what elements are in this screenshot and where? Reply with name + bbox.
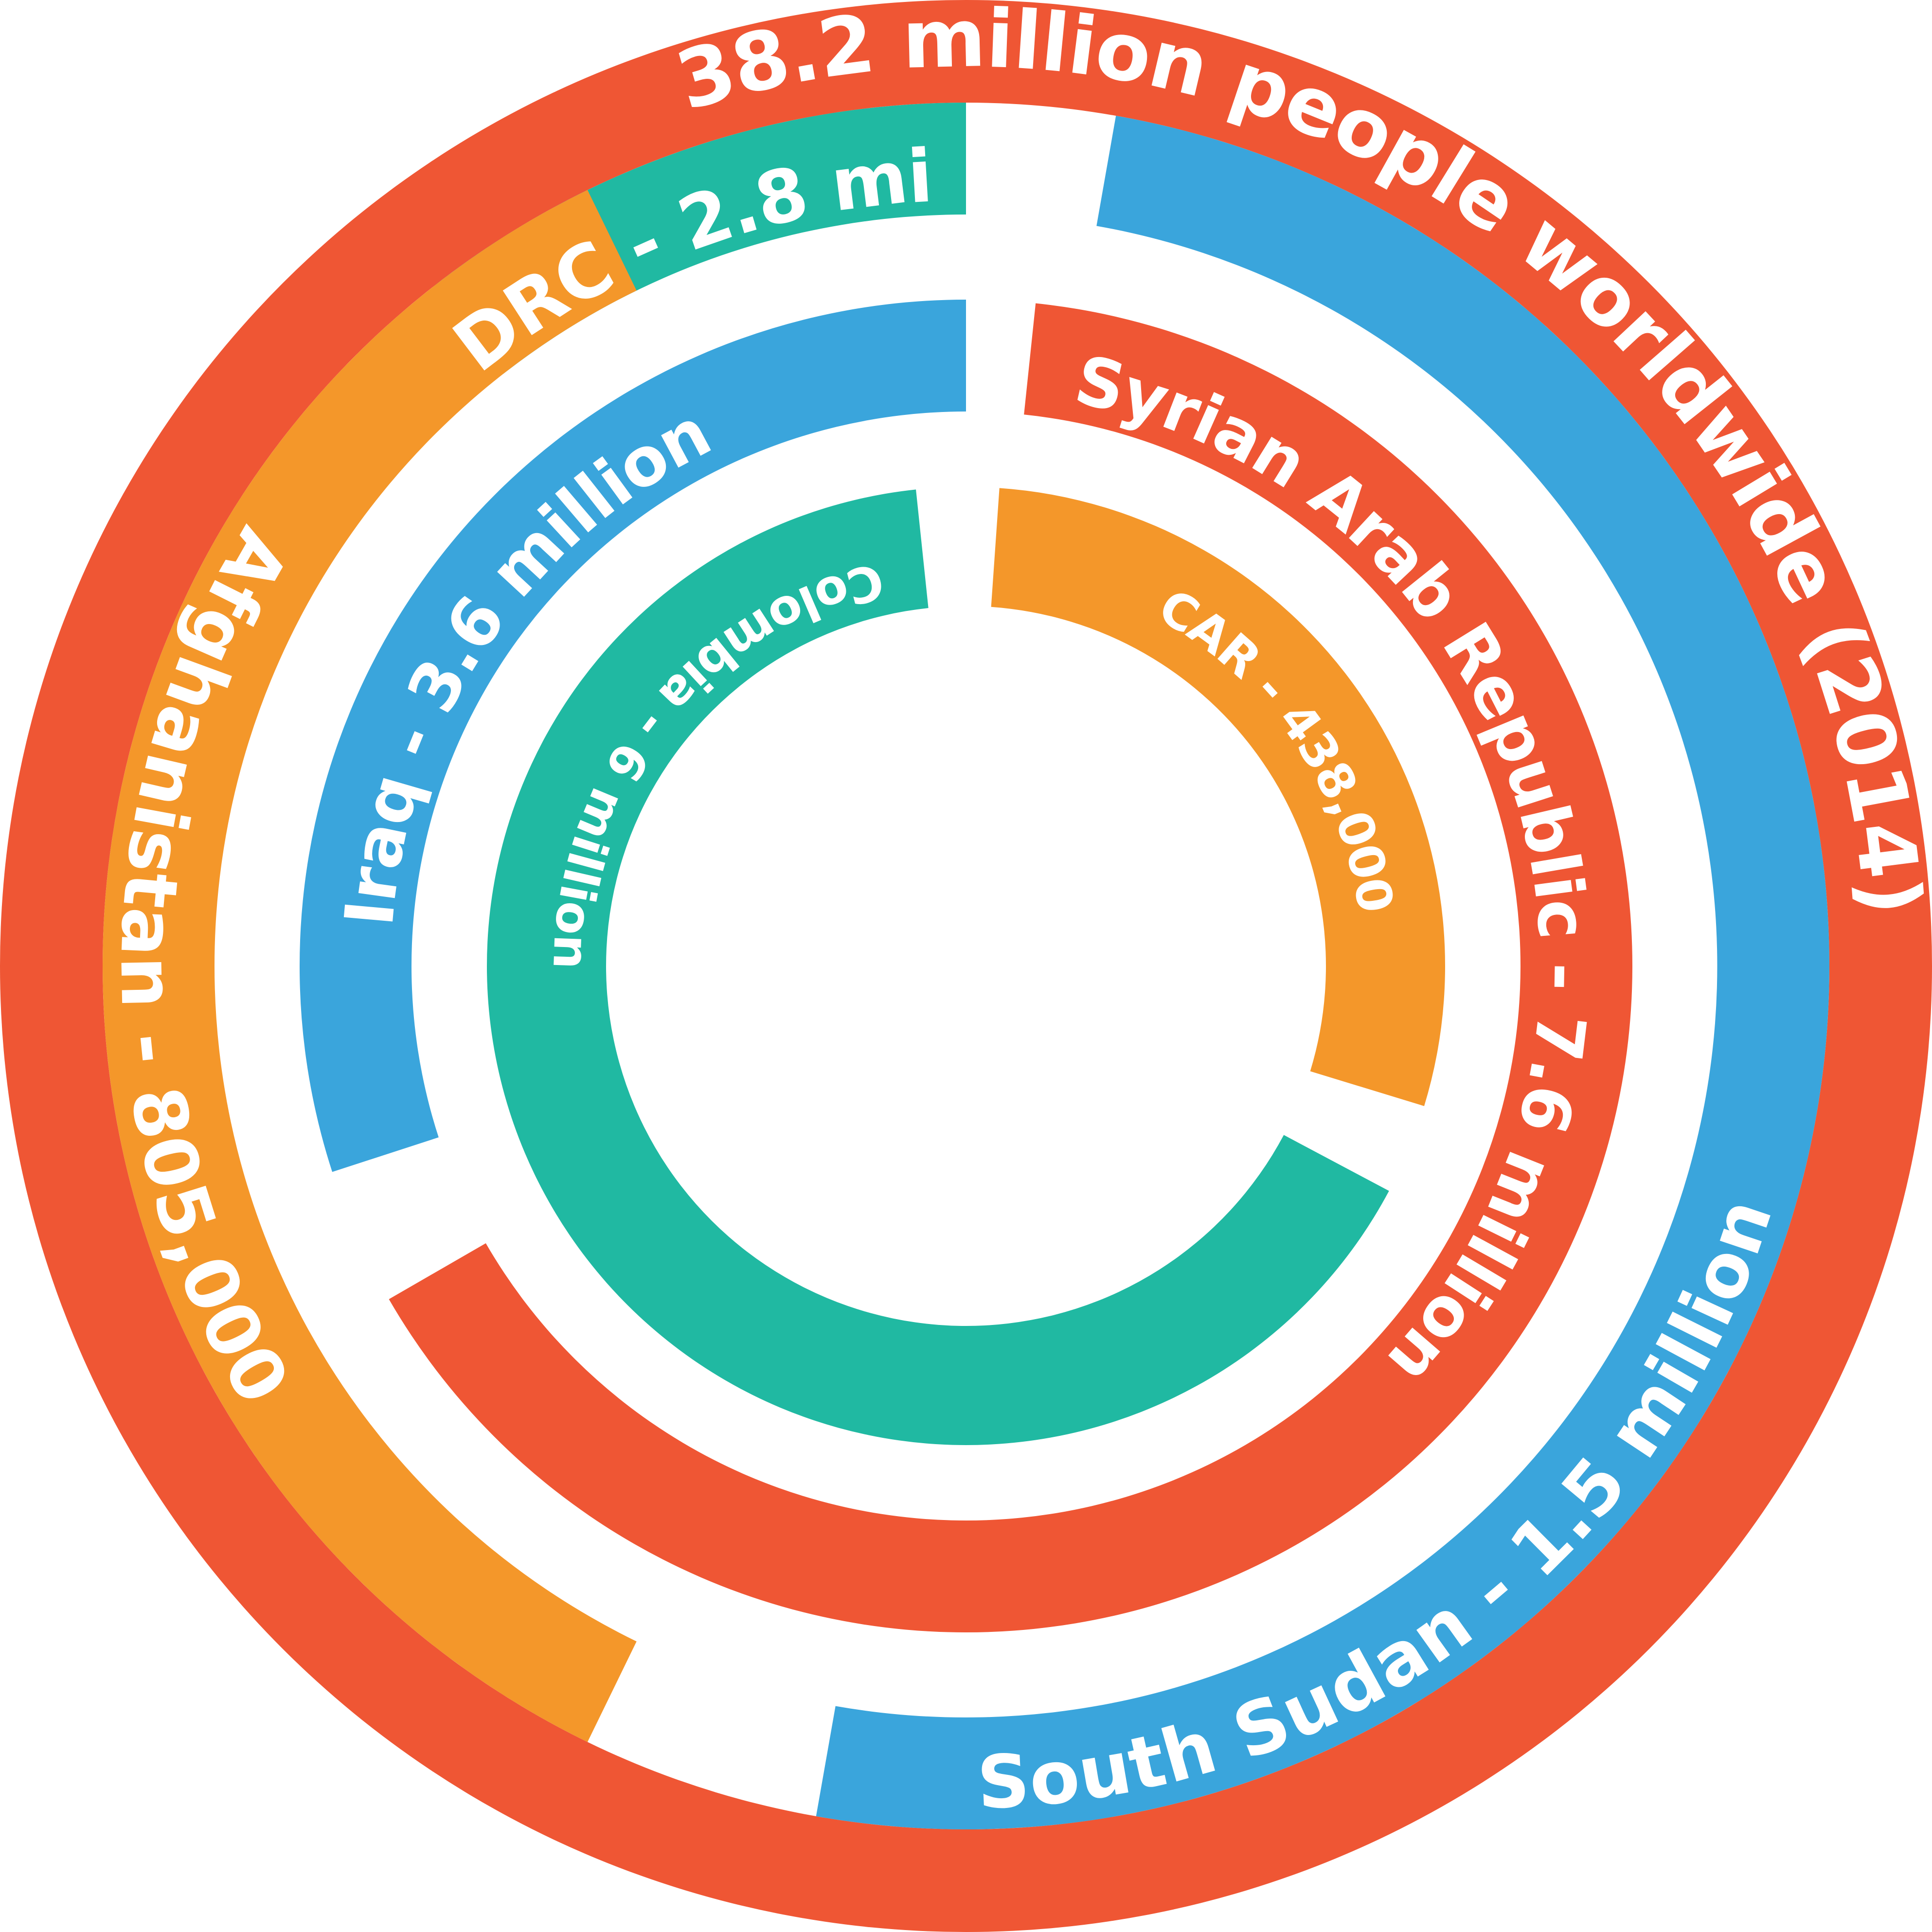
band-car [991,488,1445,1106]
band-iraq [299,300,966,1172]
band-afghanistan [103,190,637,1742]
